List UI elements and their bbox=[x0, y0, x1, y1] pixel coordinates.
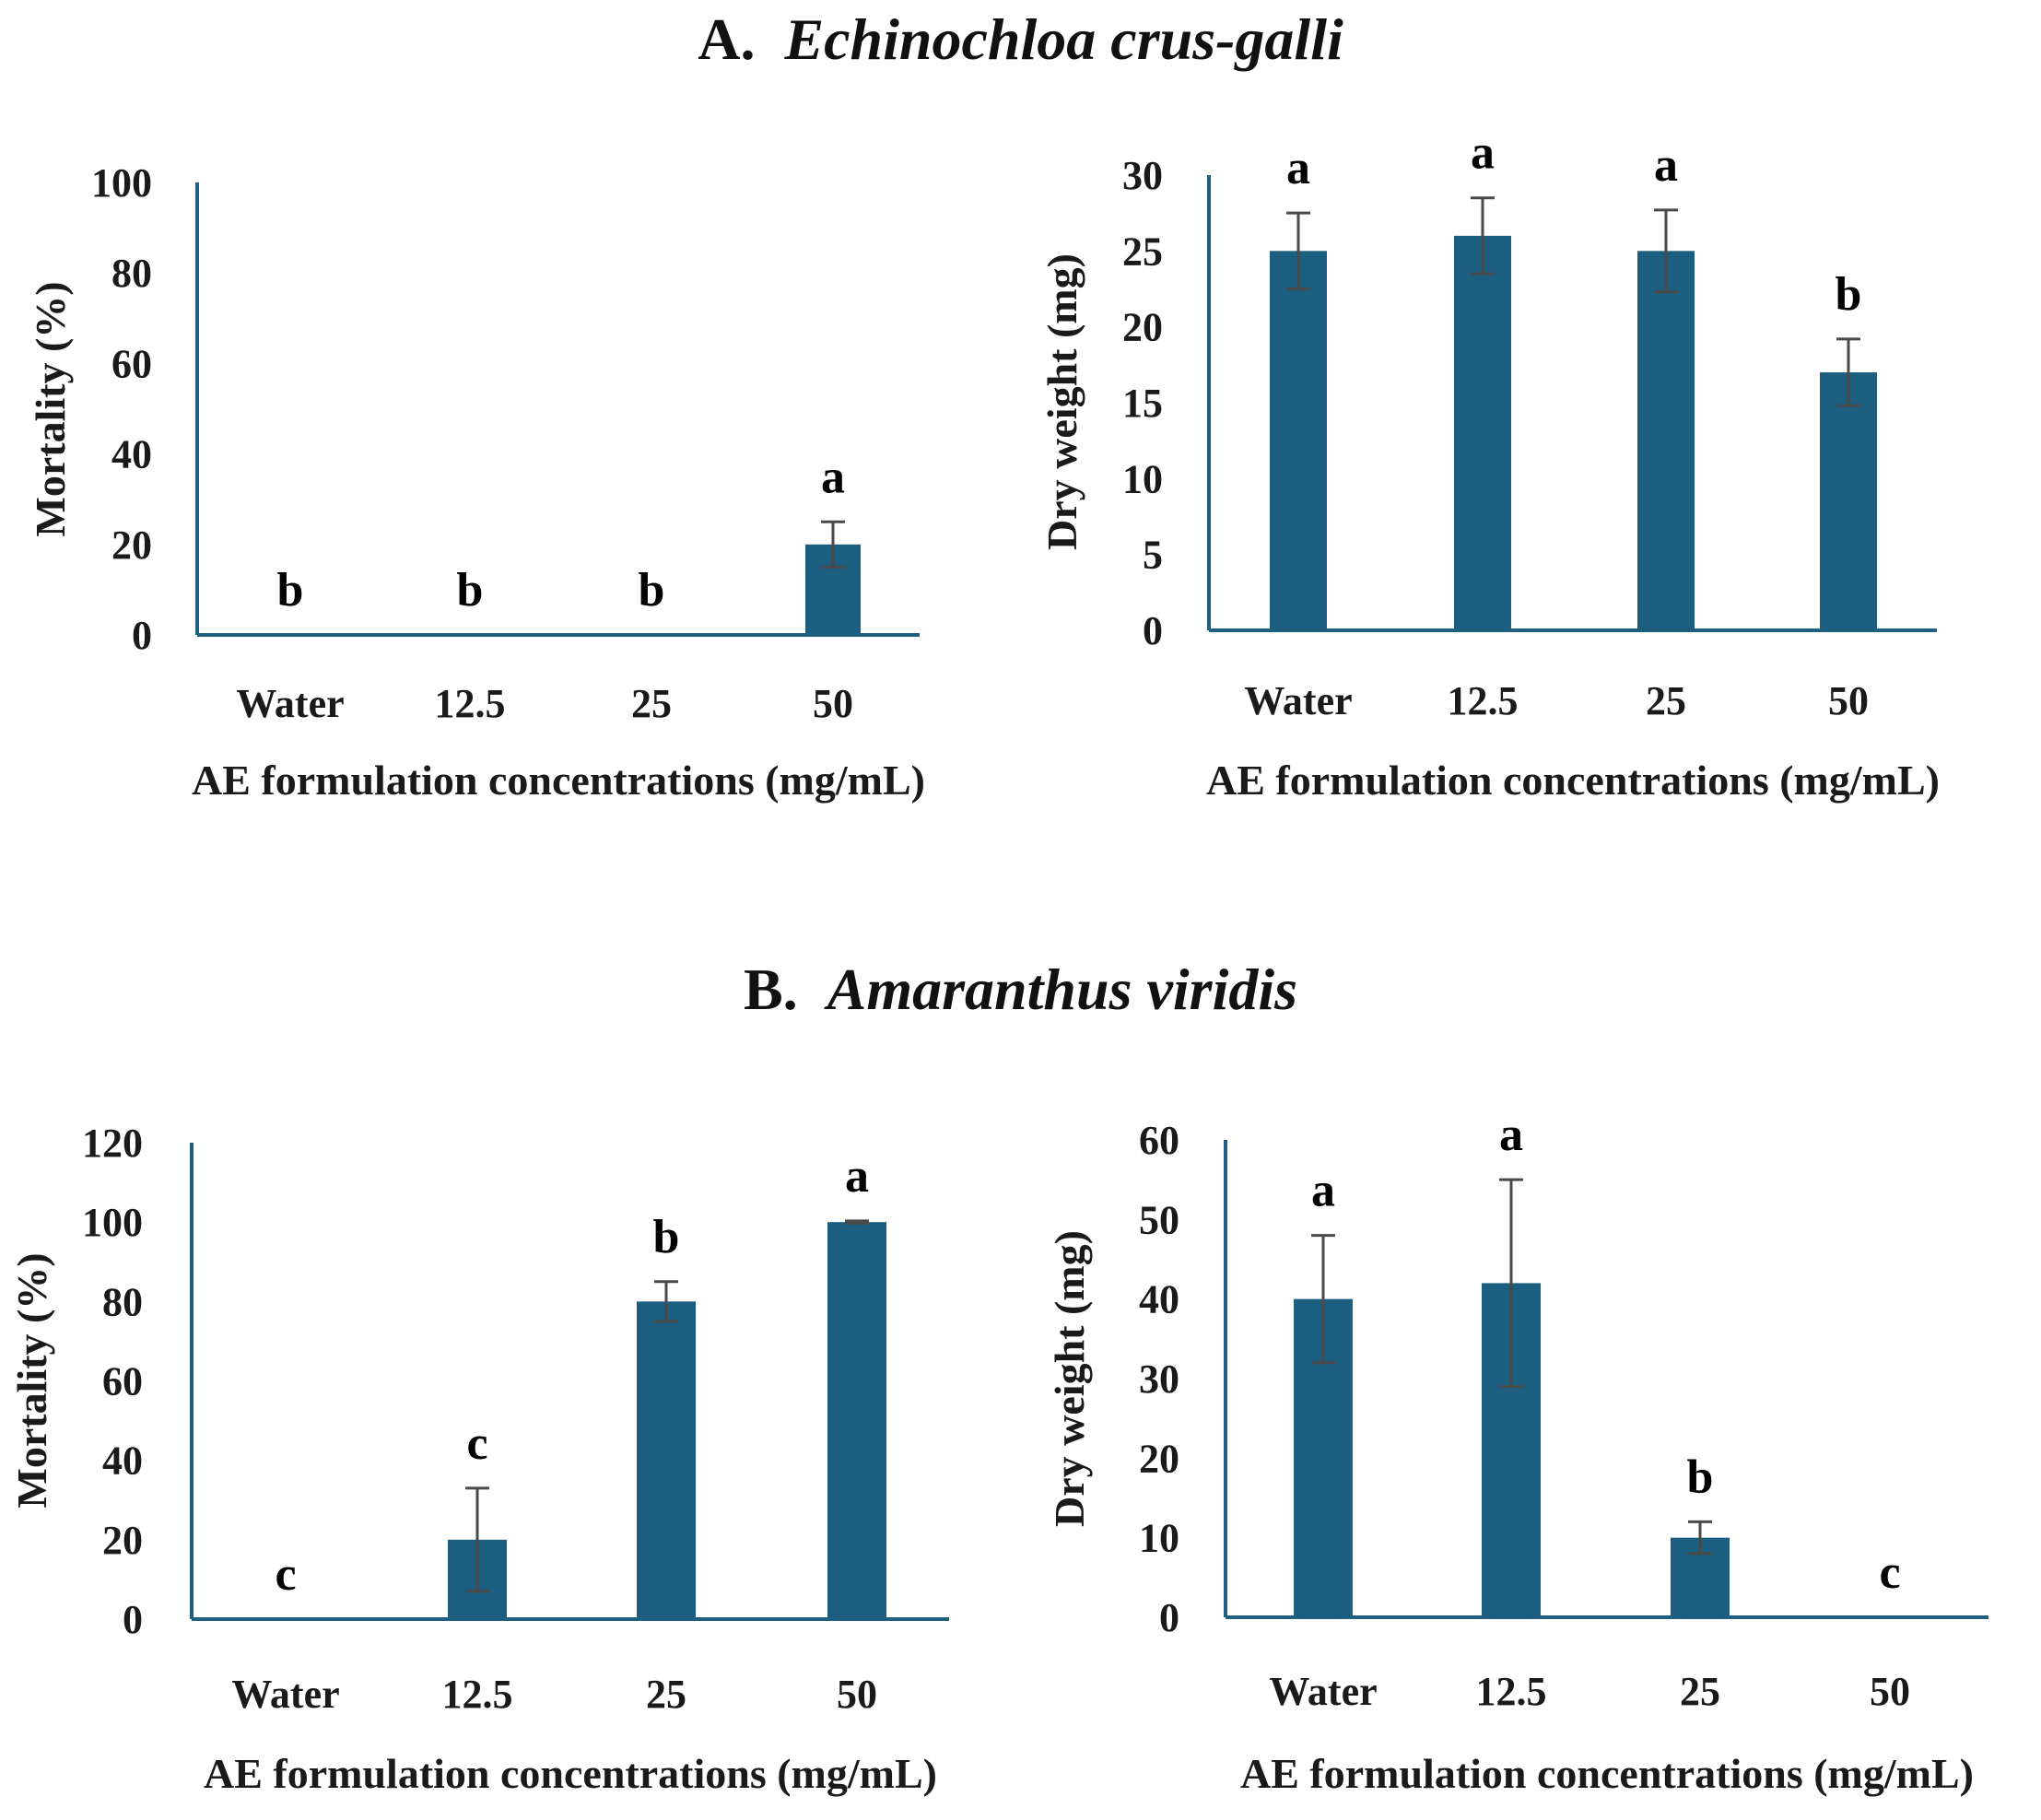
B-dry-weight-significance-letter: c bbox=[1879, 1546, 1900, 1599]
B-mortality-significance-letter: c bbox=[466, 1417, 487, 1470]
A-dry-weight-significance-letter: a bbox=[1654, 139, 1678, 192]
A-dry-weight-y-tick-label: 15 bbox=[1122, 381, 1163, 426]
B-dry-weight-x-tick-label: 25 bbox=[1680, 1669, 1720, 1714]
section-b-label: B. bbox=[743, 957, 798, 1022]
B-mortality-x-tick-label: 25 bbox=[646, 1672, 686, 1717]
B-mortality-y-tick-label: 120 bbox=[82, 1121, 143, 1166]
B-dry-weight-y-axis-label: Dry weight (mg) bbox=[1046, 1230, 1093, 1527]
section-b-species: Amaranthus viridis bbox=[827, 957, 1298, 1022]
A-dry-weight-x-tick-label: Water bbox=[1244, 678, 1352, 723]
B-dry-weight-y-tick-label: 10 bbox=[1139, 1516, 1179, 1561]
B-dry-weight-x-tick-label: 12.5 bbox=[1476, 1669, 1547, 1714]
A-mortality-y-tick-label: 60 bbox=[111, 341, 152, 386]
A-dry-weight-significance-letter: a bbox=[1286, 142, 1310, 194]
A-dry-weight-y-tick-label: 30 bbox=[1122, 153, 1163, 198]
B-mortality-significance-letter: b bbox=[653, 1211, 680, 1263]
B-mortality-y-tick-label: 0 bbox=[123, 1597, 143, 1642]
A-mortality-x-tick-label: Water bbox=[236, 681, 344, 726]
A-dry-weight-y-axis-label: Dry weight (mg) bbox=[1038, 253, 1085, 550]
B-mortality-y-tick-label: 80 bbox=[102, 1279, 143, 1324]
B-dry-weight-significance-letter: b bbox=[1687, 1450, 1714, 1503]
A-mortality-y-tick-label: 80 bbox=[111, 251, 152, 296]
B-dry-weight-y-tick-label: 50 bbox=[1139, 1197, 1179, 1242]
A-dry-weight-bar bbox=[1270, 251, 1327, 630]
B-mortality-y-tick-label: 60 bbox=[102, 1359, 143, 1404]
section-b-title: B. Amaranthus viridis bbox=[0, 956, 2041, 1024]
A-mortality-x-tick-label: 25 bbox=[631, 681, 672, 726]
B-mortality-y-tick-label: 100 bbox=[82, 1200, 143, 1245]
B-dry-weight-x-tick-label: 50 bbox=[1870, 1669, 1910, 1714]
A-dry-weight-bar bbox=[1637, 251, 1695, 630]
B-mortality-y-tick-label: 20 bbox=[102, 1518, 143, 1563]
A-dry-weight-significance-letter: a bbox=[1471, 127, 1495, 180]
B-mortality-bar bbox=[637, 1301, 696, 1619]
A-dry-weight-y-tick-label: 25 bbox=[1122, 229, 1163, 274]
B-dry-weight-x-tick-label: Water bbox=[1269, 1669, 1377, 1714]
B-mortality-significance-letter: a bbox=[845, 1150, 869, 1203]
A-mortality-y-axis-label: Mortality (%) bbox=[27, 281, 74, 536]
A-dry-weight-y-tick-label: 5 bbox=[1143, 533, 1163, 578]
section-a-label: A. bbox=[698, 6, 756, 72]
B-mortality-x-tick-label: 12.5 bbox=[442, 1672, 513, 1717]
A-mortality-y-tick-label: 0 bbox=[132, 613, 152, 658]
B-dry-weight-y-tick-label: 30 bbox=[1139, 1356, 1179, 1402]
B-dry-weight-significance-letter: a bbox=[1311, 1165, 1335, 1217]
section-a-species: Echinochloa crus-galli bbox=[784, 6, 1343, 72]
A-dry-weight-x-tick-label: 12.5 bbox=[1448, 678, 1519, 723]
section-a-title: A. Echinochloa crus-galli bbox=[0, 6, 2041, 74]
A-dry-weight-bar bbox=[1820, 372, 1877, 630]
A-dry-weight-x-tick-label: 25 bbox=[1646, 678, 1686, 723]
B-mortality-significance-letter: c bbox=[275, 1548, 296, 1601]
A-mortality-x-tick-label: 12.5 bbox=[435, 681, 506, 726]
B-dry-weight-y-tick-label: 60 bbox=[1139, 1118, 1179, 1163]
B-dry-weight-y-tick-label: 20 bbox=[1139, 1436, 1179, 1481]
A-dry-weight-significance-letter: b bbox=[1836, 268, 1862, 321]
B-mortality-bar bbox=[827, 1222, 886, 1619]
B-mortality-x-tick-label: 50 bbox=[837, 1672, 877, 1717]
A-dry-weight-x-tick-label: 50 bbox=[1828, 678, 1869, 723]
B-mortality-y-axis-label: Mortality (%) bbox=[8, 1252, 55, 1508]
B-dry-weight-y-tick-label: 0 bbox=[1159, 1595, 1179, 1640]
B-dry-weight-x-axis-label: AE formulation concentrations (mg/mL) bbox=[1240, 1750, 1974, 1797]
A-mortality-y-tick-label: 100 bbox=[91, 160, 152, 205]
A-dry-weight-y-tick-label: 0 bbox=[1143, 608, 1163, 653]
A-mortality-x-axis-label: AE formulation concentrations (mg/mL) bbox=[192, 757, 925, 804]
B-mortality-x-axis-label: AE formulation concentrations (mg/mL) bbox=[204, 1750, 937, 1797]
A-mortality-y-tick-label: 40 bbox=[111, 432, 152, 477]
A-mortality-x-tick-label: 50 bbox=[813, 681, 853, 726]
A-dry-weight-x-axis-label: AE formulation concentrations (mg/mL) bbox=[1206, 757, 1940, 804]
A-mortality-significance-letter: b bbox=[457, 564, 484, 616]
B-dry-weight-y-tick-label: 40 bbox=[1139, 1277, 1179, 1322]
B-dry-weight-significance-letter: a bbox=[1499, 1109, 1523, 1161]
B-mortality-y-tick-label: 40 bbox=[102, 1438, 143, 1484]
A-mortality-y-tick-label: 20 bbox=[111, 523, 152, 568]
A-dry-weight-bar bbox=[1454, 235, 1511, 630]
A-mortality-significance-letter: a bbox=[821, 451, 845, 503]
A-mortality-significance-letter: b bbox=[639, 564, 665, 616]
A-dry-weight-y-tick-label: 20 bbox=[1122, 305, 1163, 350]
A-mortality-significance-letter: b bbox=[277, 564, 304, 616]
A-dry-weight-y-tick-label: 10 bbox=[1122, 456, 1163, 501]
B-mortality-x-tick-label: Water bbox=[231, 1672, 339, 1717]
